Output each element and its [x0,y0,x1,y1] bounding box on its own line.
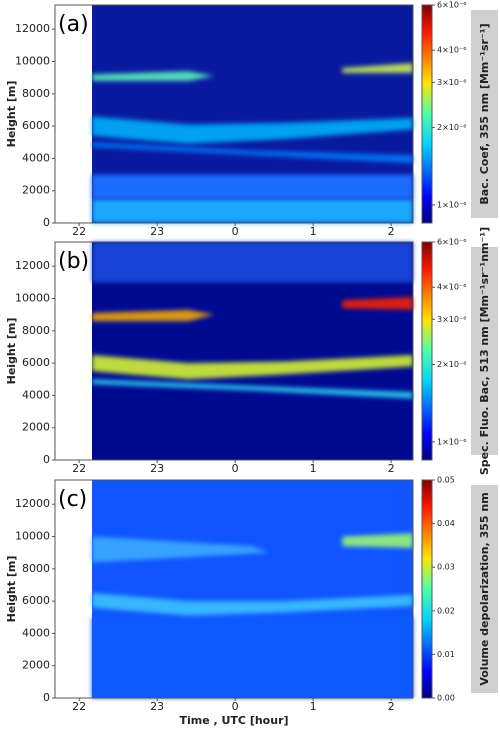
aerosol-layer [342,296,413,310]
y-tick-label: 0 [43,216,50,229]
x-tick-label: 0 [232,700,239,713]
colorbar [421,4,433,224]
colorbar-tick-label: 3×10⁻⁶ [437,78,466,87]
y-axis-label: Height [m] [5,318,18,385]
y-tick-label: 8000 [22,324,50,337]
colorbar-tick-label: 0.05 [437,476,455,485]
y-tick-label: 10000 [15,55,50,68]
colorbar-label: Spec. Fluo. Bac, 513 nm [Mm⁻¹sr⁻¹nm⁻¹] [478,227,491,475]
heatmap-layer [92,198,413,223]
x-tick-label: 2 [388,225,395,238]
y-tick-label: 12000 [15,259,50,272]
y-tick-label: 4000 [22,151,50,164]
heatmap [92,480,413,698]
colorbar-label-box [471,247,498,455]
colorbar-tick-label: 4×10⁻⁶ [437,46,466,55]
x-tick-label: 0 [232,462,239,475]
aerosol-layer [342,63,413,73]
y-tick-label: 8000 [22,562,50,575]
colorbar-tick-label: 2×10⁻⁶ [437,123,466,132]
colorbar-label-box [471,485,498,693]
heatmap [92,5,413,223]
x-tick-label: 0 [232,225,239,238]
colorbar [421,479,433,699]
plot-border [54,479,414,699]
plot-border [54,241,414,461]
colorbar [421,241,433,461]
colorbar-label: Volume depolarization, 355 nm [478,492,491,685]
colorbar-label: Bac. Coef, 355 nm [Mm⁻¹sr⁻¹] [478,23,491,204]
y-tick-label: 0 [43,691,50,704]
aerosol-layer [92,355,413,380]
colorbar-tick-label: 0.00 [437,694,455,703]
y-tick-label: 12000 [15,22,50,35]
colorbar-tick-label: 3×10⁻⁶ [437,315,466,324]
panel-label: (b) [58,249,89,274]
x-tick-label: 1 [310,225,317,238]
aerosol-layer [92,116,413,144]
colorbar-tick-label: 1×10⁻⁶ [437,200,466,209]
aerosol-layer [92,242,413,283]
y-tick-label: 6000 [22,119,50,132]
y-tick-label: 0 [43,453,50,466]
colorbar-tick-label: 0.03 [437,563,455,572]
y-tick-label: 10000 [15,292,50,305]
y-tick-label: 4000 [22,388,50,401]
heatmap [92,242,413,460]
aerosol-layer [92,593,413,616]
x-tick-label: 22 [72,225,86,238]
colorbar-tick-label: 2×10⁻⁶ [437,360,466,369]
x-tick-label: 23 [150,700,164,713]
heatmap-layer [92,174,413,199]
aerosol-layer [92,536,269,563]
colorbar-tick-label: 4×10⁻⁶ [437,283,466,292]
colorbar-tick-label: 6×10⁻⁶ [437,238,466,247]
colorbar-tick-label: 0.04 [437,519,455,528]
colorbar-tick-label: 6×10⁻⁶ [437,1,466,10]
aerosol-layer [342,533,413,548]
aerosol-layer [92,379,413,399]
panel-label: (a) [58,12,89,37]
x-tick-label: 23 [150,225,164,238]
heatmap-layer [92,617,413,698]
colorbar-tick-label: 0.01 [437,650,455,659]
y-tick-label: 6000 [22,356,50,369]
x-tick-label: 1 [310,700,317,713]
y-tick-label: 2000 [22,184,50,197]
y-axis-label: Height [m] [5,556,18,623]
y-tick-label: 12000 [15,497,50,510]
plot-border [54,4,414,224]
y-tick-label: 2000 [22,421,50,434]
x-tick-label: 2 [388,462,395,475]
x-tick-label: 22 [72,462,86,475]
aerosol-layer [92,309,214,322]
aerosol-layer [92,142,413,164]
x-tick-label: 1 [310,462,317,475]
x-tick-label: 23 [150,462,164,475]
colorbar-label-box [471,10,498,218]
y-tick-label: 8000 [22,87,50,100]
colorbar-tick-label: 1×10⁻⁶ [437,437,466,446]
y-tick-label: 2000 [22,659,50,672]
x-tick-label: 22 [72,700,86,713]
x-axis-label: Time , UTC [hour] [179,714,288,727]
x-tick-label: 2 [388,700,395,713]
y-tick-label: 6000 [22,594,50,607]
colorbar-tick-label: 0.02 [437,606,455,615]
y-tick-label: 10000 [15,530,50,543]
y-tick-label: 4000 [22,626,50,639]
panel-label: (c) [58,487,87,512]
aerosol-layer [92,71,214,81]
y-axis-label: Height [m] [5,81,18,148]
